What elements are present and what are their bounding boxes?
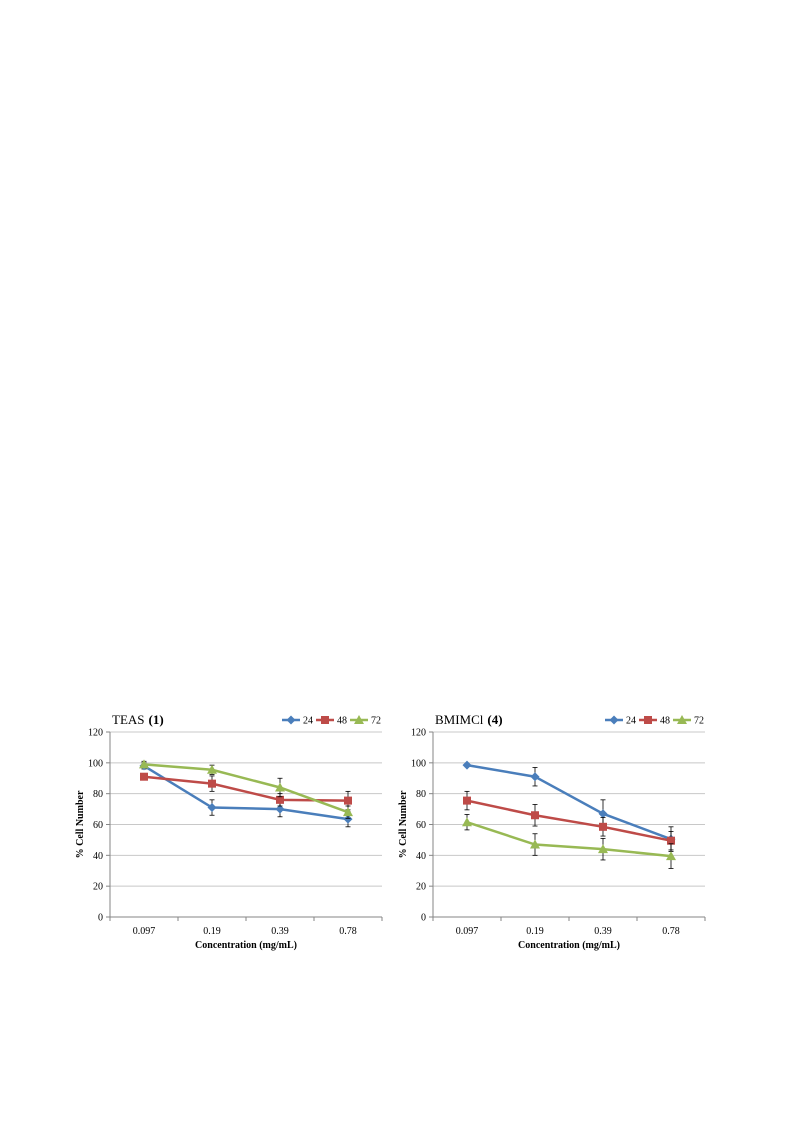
- chart-title: BMIMCl (4): [435, 712, 503, 727]
- data-point-diamond: [286, 715, 296, 725]
- data-point-diamond: [275, 804, 285, 814]
- legend-label: 72: [694, 716, 704, 727]
- x-tick-label: 0.097: [456, 926, 479, 937]
- y-tick-label: 40: [416, 851, 426, 862]
- data-point-square: [321, 716, 329, 724]
- data-point-square: [344, 796, 352, 805]
- legend-item-72: 72: [350, 715, 381, 727]
- chart-title-number: (1): [149, 712, 164, 727]
- legend-label: 48: [660, 716, 670, 727]
- data-point-square: [667, 836, 675, 845]
- legend-item-24: 24: [605, 715, 636, 727]
- x-tick-label: 0.78: [662, 926, 680, 937]
- data-point-square: [140, 772, 148, 781]
- x-tick-label: 0.39: [594, 926, 612, 937]
- legend-item-24: 24: [282, 715, 313, 727]
- data-point-triangle: [275, 782, 285, 792]
- data-point-triangle: [207, 764, 217, 774]
- data-point-square: [531, 811, 539, 820]
- x-tick-label: 0.097: [133, 926, 156, 937]
- x-axis-label: Concentration (mg/mL): [195, 940, 297, 951]
- y-tick-label: 100: [88, 758, 103, 769]
- legend-item-72: 72: [673, 715, 704, 727]
- legend-item-48: 48: [639, 716, 670, 727]
- x-axis-label: Concentration (mg/mL): [518, 940, 620, 951]
- legend-label: 48: [337, 716, 347, 727]
- data-point-triangle: [139, 759, 149, 769]
- data-point-diamond: [207, 803, 217, 813]
- y-tick-label: 100: [411, 758, 426, 769]
- data-point-triangle: [677, 715, 687, 724]
- legend: 24 48 72: [605, 715, 704, 727]
- data-point-diamond: [609, 715, 619, 725]
- legend-label: 24: [626, 716, 636, 727]
- y-tick-label: 80: [93, 789, 103, 800]
- y-axis-label: % Cell Number: [75, 790, 86, 858]
- legend-label: 72: [371, 716, 381, 727]
- data-point-square: [463, 796, 471, 805]
- legend-item-48: 48: [316, 716, 347, 727]
- series-line: [143, 775, 349, 802]
- data-point-triangle: [598, 844, 608, 854]
- series-line: [466, 763, 672, 841]
- y-tick-label: 120: [411, 728, 426, 739]
- chart-svg: 0 20 40 60 80 100 120 0.097 0.19 0.39 0.78 Concentr…: [398, 712, 706, 951]
- chart-title-text: BMIMCl: [435, 712, 484, 727]
- data-point-square: [644, 716, 652, 724]
- series-line: [143, 763, 349, 814]
- y-tick-label: 20: [93, 882, 103, 893]
- y-tick-label: 60: [93, 820, 103, 831]
- data-point-square: [276, 795, 284, 804]
- series-48: [463, 790, 675, 851]
- data-point-triangle: [343, 807, 353, 817]
- data-point-triangle: [666, 851, 676, 861]
- chart-bmimcl: 0 20 40 60 80 100 120 0.097 0.19 0.39 0.78 Concentr…: [395, 700, 725, 960]
- series-line: [466, 799, 672, 842]
- x-tick-label: 0.78: [339, 926, 357, 937]
- y-tick-label: 60: [416, 820, 426, 831]
- chart-title-number: (4): [487, 712, 502, 727]
- series-72: [139, 759, 353, 819]
- legend: 24 48 72: [282, 715, 381, 727]
- x-tick-label: 0.19: [203, 926, 221, 937]
- y-tick-label: 40: [93, 851, 103, 862]
- chart-title-text: TEAS: [112, 712, 145, 727]
- series-line: [466, 821, 672, 858]
- data-point-triangle: [354, 715, 364, 724]
- data-point-square: [208, 779, 216, 788]
- chart-title: TEAS (1): [112, 712, 164, 727]
- y-tick-label: 20: [416, 882, 426, 893]
- data-point-square: [599, 822, 607, 831]
- y-axis-label: % Cell Number: [398, 790, 409, 858]
- y-tick-label: 80: [416, 789, 426, 800]
- data-point-diamond: [530, 772, 540, 782]
- y-tick-label: 0: [98, 913, 103, 924]
- x-tick-label: 0.39: [271, 926, 289, 937]
- data-point-triangle: [530, 839, 540, 849]
- series-line: [143, 764, 349, 821]
- x-tick-label: 0.19: [526, 926, 544, 937]
- chart-svg: 0 20 40 60 80 100 120 0.097 0.19 0.39 0.78 Concentr…: [75, 712, 383, 951]
- y-tick-label: 0: [421, 913, 426, 924]
- y-tick-label: 120: [88, 728, 103, 739]
- data-point-diamond: [462, 760, 472, 770]
- series-72: [462, 814, 676, 869]
- chart-teas: 0 20 40 60 80 100 120 0.097 0.19 0.39 0.78 Concentr…: [72, 700, 402, 960]
- data-point-diamond: [343, 814, 353, 824]
- legend-label: 24: [303, 716, 313, 727]
- data-point-triangle: [462, 817, 472, 827]
- data-point-diamond: [598, 809, 608, 819]
